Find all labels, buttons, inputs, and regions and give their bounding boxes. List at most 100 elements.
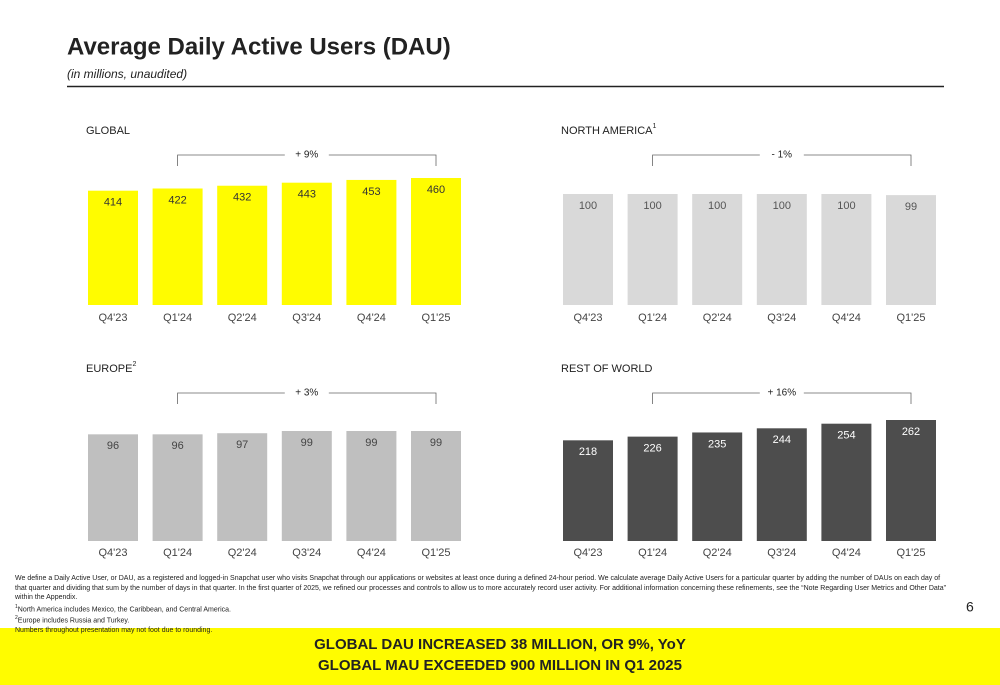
footnote-text: North America includes Mexico, the Carib… <box>17 605 231 613</box>
banner <box>0 628 1000 685</box>
bar <box>217 185 268 305</box>
chart-title: NORTH AMERICA1 <box>561 123 656 137</box>
footnote-marker: 1 <box>15 603 18 610</box>
x-tick-label: Q1'25 <box>421 547 450 559</box>
x-tick-label: Q2'24 <box>228 547 257 559</box>
x-tick-label: Q3'24 <box>292 547 321 559</box>
bar <box>627 436 678 541</box>
chart-title: EUROPE2 <box>86 361 136 375</box>
value-label: 96 <box>171 440 183 452</box>
bar <box>152 188 203 305</box>
annotation-bracket <box>177 154 437 166</box>
annotation: + 9% <box>295 150 318 161</box>
x-tick-label: Q3'24 <box>767 547 796 559</box>
bar <box>346 431 397 541</box>
x-tick-label: Q4'24 <box>832 312 861 324</box>
value-label: 414 <box>104 197 122 209</box>
bar <box>756 428 807 541</box>
x-tick-label: Q1'24 <box>163 547 192 559</box>
slide-subtitle: (in millions, unaudited) <box>67 67 187 81</box>
x-tick-label: Q4'23 <box>573 312 602 324</box>
x-tick-label: Q1'24 <box>163 312 192 324</box>
x-tick-label: Q4'23 <box>98 547 127 559</box>
value-label: 422 <box>168 194 186 206</box>
bar <box>411 178 461 305</box>
banner-line: GLOBAL MAU EXCEEDED 900 MILLION IN Q1 20… <box>318 657 682 674</box>
x-tick-label: Q3'24 <box>767 312 796 324</box>
chart-title-text: REST OF WORLD <box>561 363 653 375</box>
bar <box>217 433 268 541</box>
chart-title-text: GLOBAL <box>86 125 130 137</box>
annotation-bracket <box>652 154 912 166</box>
footnote-text: Europe includes Russia and Turkey. <box>17 617 130 625</box>
bar <box>88 190 138 305</box>
footnote: 1North America includes Mexico, the Cari… <box>15 603 950 615</box>
x-tick-label: Q4'24 <box>357 547 386 559</box>
value-label: 100 <box>773 200 791 212</box>
title-superscript: 1 <box>652 123 656 130</box>
slide-title: Average Daily Active Users (DAU) <box>67 33 451 60</box>
chart-title: GLOBAL <box>86 125 130 137</box>
value-label: 453 <box>362 186 380 198</box>
bar <box>692 194 743 305</box>
bar <box>281 431 332 541</box>
bar <box>563 194 613 305</box>
value-label: 262 <box>902 426 920 438</box>
bar <box>88 434 138 541</box>
x-tick-label: Q1'24 <box>638 547 667 559</box>
bar <box>821 194 872 305</box>
value-label: 100 <box>837 200 855 212</box>
x-tick-label: Q2'24 <box>703 312 732 324</box>
value-label: 218 <box>579 446 597 458</box>
x-tick-label: Q1'25 <box>421 312 450 324</box>
title-superscript: 2 <box>132 361 136 368</box>
annotation-bracket <box>177 392 437 404</box>
footnote: Numbers throughout presentation may not … <box>15 626 950 636</box>
bar <box>692 432 743 541</box>
value-label: 99 <box>301 437 313 449</box>
annotation: - 1% <box>772 150 793 161</box>
bar <box>821 423 872 541</box>
x-tick-label: Q3'24 <box>292 312 321 324</box>
bar <box>886 420 936 541</box>
value-label: 100 <box>708 200 726 212</box>
chart-title-text: NORTH AMERICA <box>561 125 653 137</box>
footnote-text: Numbers throughout presentation may not … <box>15 627 213 635</box>
value-label: 254 <box>837 430 855 442</box>
x-tick-label: Q2'24 <box>703 547 732 559</box>
banner-line: GLOBAL DAU INCREASED 38 MILLION, OR 9%, … <box>314 636 686 653</box>
value-label: 432 <box>233 192 251 204</box>
x-tick-label: Q1'25 <box>896 547 925 559</box>
page-number: 6 <box>966 599 974 615</box>
x-tick-label: Q4'24 <box>357 312 386 324</box>
footnote-text: We define a Daily Active User, or DAU, a… <box>15 575 946 601</box>
value-label: 226 <box>643 443 661 455</box>
chart-title-text: EUROPE <box>86 363 132 375</box>
bar <box>756 194 807 305</box>
value-label: 460 <box>427 184 445 196</box>
value-label: 443 <box>298 189 316 201</box>
bar <box>886 195 936 305</box>
value-label: 100 <box>579 200 597 212</box>
bar <box>152 434 203 541</box>
value-label: 100 <box>643 200 661 212</box>
value-label: 99 <box>430 437 442 449</box>
x-tick-label: Q1'25 <box>896 312 925 324</box>
x-tick-label: Q4'23 <box>573 547 602 559</box>
value-label: 99 <box>905 201 917 213</box>
footnote-marker: 2 <box>15 615 18 622</box>
footnote: 2Europe includes Russia and Turkey. <box>15 614 950 626</box>
x-tick-label: Q2'24 <box>228 312 257 324</box>
bar <box>281 182 332 305</box>
bar <box>411 431 461 541</box>
annotation: + 3% <box>295 388 318 399</box>
annotation-bracket <box>652 392 912 404</box>
x-tick-label: Q1'24 <box>638 312 667 324</box>
value-label: 235 <box>708 438 726 450</box>
bar <box>627 194 678 305</box>
x-tick-label: Q4'24 <box>832 547 861 559</box>
value-label: 99 <box>365 437 377 449</box>
x-tick-label: Q4'23 <box>98 312 127 324</box>
